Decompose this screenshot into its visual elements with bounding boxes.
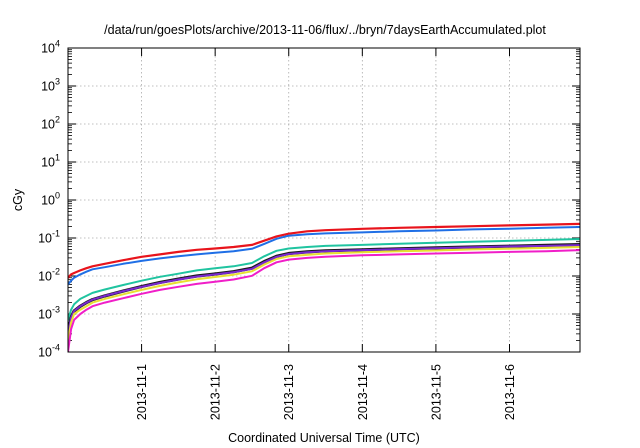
y-axis-label: cGy [11,188,25,211]
series-line-6 [68,246,580,342]
x-tick-label: 2013-11-2 [209,364,223,420]
x-tick-label: 2013-11-4 [356,364,370,420]
plot-border [67,47,581,353]
y-tick-label: 100 [41,191,60,208]
y-tick-labels: 10-4 10-3 10-2 10-1 100 101 102 103 104 [38,39,60,360]
y-tick-label: 104 [41,39,60,56]
y-tick-label: 10-3 [38,305,60,322]
grid-lines [68,48,580,352]
series-line-5 [68,244,580,335]
y-tick-label: 102 [41,115,60,132]
series-line-2 [68,226,580,286]
y-tick-label: 10-1 [38,229,60,246]
x-tick-labels: 2013-11-1 2013-11-2 2013-11-3 2013-11-4 2013… [135,364,517,420]
y-tick-label: 103 [41,77,60,94]
x-tick-label: 2013-11-1 [135,364,149,420]
x-axis-label: Coordinated Universal Time (UTC) [228,431,420,445]
x-tick-label: 2013-11-5 [429,364,443,420]
y-tick-label: 10-2 [38,267,60,284]
x-tick-label: 2013-11-6 [503,364,517,420]
series-line-1 [68,222,580,279]
series-line-3 [68,238,580,321]
series-lines [68,222,580,352]
x-tick-label: 2013-11-3 [282,364,296,420]
series-line-7 [68,249,580,352]
chart-title: /data/run/goesPlots/archive/2013-11-06/f… [104,23,546,37]
y-tick-label: 101 [41,153,60,170]
y-tick-label: 10-4 [38,343,60,360]
